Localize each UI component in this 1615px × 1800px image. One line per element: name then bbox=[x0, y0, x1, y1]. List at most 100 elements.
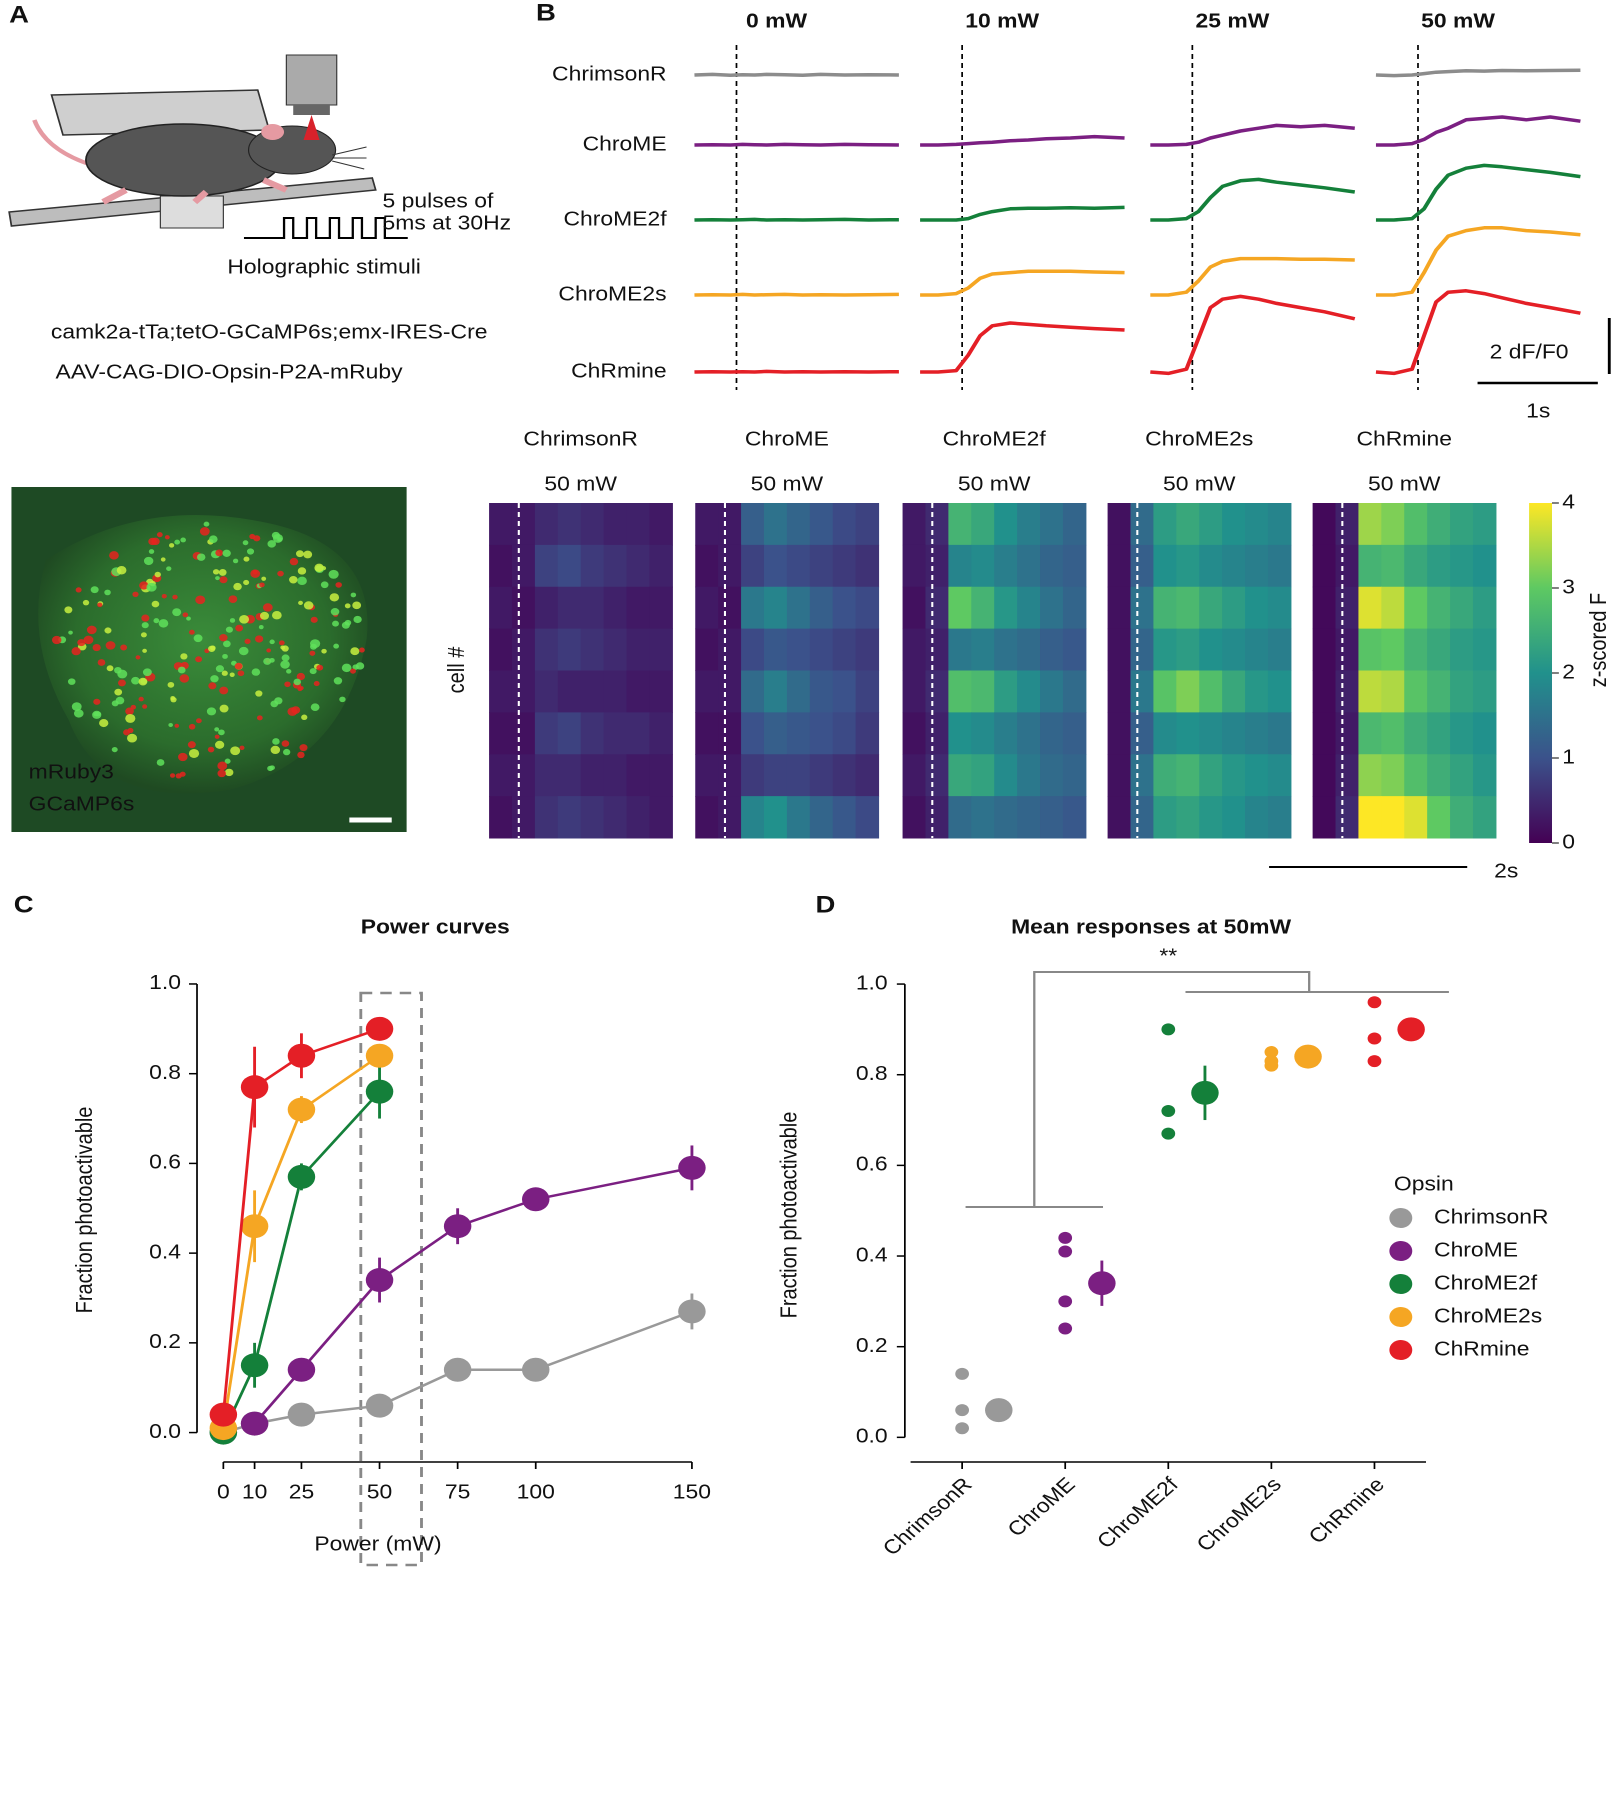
marker bbox=[240, 1353, 269, 1378]
heatmap-cell bbox=[1312, 796, 1337, 839]
cell-dot bbox=[86, 625, 97, 635]
heatmap-cell bbox=[1381, 754, 1405, 797]
cell-dot bbox=[215, 740, 225, 749]
microscopy-image bbox=[11, 487, 407, 832]
cell-dot bbox=[310, 639, 321, 649]
heatmap-cell bbox=[994, 670, 1018, 713]
heatmap-cell bbox=[1017, 754, 1041, 797]
heatmap-cell bbox=[971, 628, 995, 671]
heatmap-cell bbox=[763, 503, 788, 546]
heatmap-cell bbox=[1245, 754, 1269, 797]
cell-dot bbox=[82, 599, 90, 606]
cell-dot bbox=[212, 569, 220, 575]
cell-dot bbox=[297, 576, 307, 586]
cell-dot bbox=[238, 646, 249, 656]
cell-dot bbox=[188, 748, 200, 758]
mean-marker bbox=[1397, 1017, 1425, 1042]
cell-dot bbox=[256, 715, 263, 721]
cell-dot bbox=[281, 740, 290, 747]
cell-dot bbox=[224, 758, 231, 764]
cell-dot bbox=[67, 678, 76, 685]
heatmap-cell bbox=[649, 754, 673, 797]
x-tick-label: ChrimsonR bbox=[878, 1473, 977, 1560]
heatmap-cell bbox=[489, 796, 513, 839]
cell-dot bbox=[329, 593, 340, 602]
cell-dot bbox=[148, 549, 155, 554]
heatmap-cell bbox=[994, 712, 1018, 755]
heatmap-title: ChrimsonR bbox=[523, 428, 638, 450]
heatmap-cell bbox=[649, 796, 673, 839]
cell-dot bbox=[195, 656, 203, 663]
heatmap-cell bbox=[741, 586, 765, 630]
heatmap-cell bbox=[1335, 670, 1360, 713]
cell-dot bbox=[262, 603, 273, 612]
heatmap-title: ChroME2f bbox=[943, 428, 1046, 450]
heatmap-cell bbox=[1040, 670, 1064, 713]
heatmap-cell bbox=[557, 628, 582, 671]
cell-dot bbox=[71, 647, 81, 656]
heatmap-cell bbox=[1222, 503, 1246, 546]
legend-marker bbox=[1389, 1274, 1413, 1294]
x-tick-label: 25 bbox=[289, 1481, 315, 1503]
heatmap-cell bbox=[1312, 754, 1337, 797]
cell-dot bbox=[207, 746, 215, 753]
x-tick-label: 10 bbox=[242, 1481, 268, 1503]
heatmap-cell bbox=[902, 754, 927, 797]
heatmap-title: ChRmine bbox=[1357, 428, 1452, 450]
cell-dot bbox=[141, 614, 150, 622]
image-legend: mRuby3 bbox=[29, 761, 114, 783]
cell-dot bbox=[339, 696, 346, 703]
heatmap-cell bbox=[1176, 796, 1200, 839]
heatmap-cell bbox=[1404, 503, 1428, 546]
point bbox=[1367, 1055, 1382, 1068]
pulse-text: 5ms at 30Hz bbox=[383, 212, 512, 234]
heatmap-cell bbox=[1427, 670, 1451, 713]
cell-dot bbox=[344, 603, 351, 609]
heatmap-cell bbox=[1381, 712, 1405, 755]
column-title: 10 mW bbox=[965, 10, 1040, 32]
column-title: 50 mW bbox=[1421, 10, 1496, 32]
point bbox=[1058, 1231, 1073, 1244]
heatmap-cell bbox=[1245, 796, 1269, 839]
heatmap-cell bbox=[695, 712, 719, 755]
heatmap-cell bbox=[511, 712, 536, 755]
heatmap-cell bbox=[786, 628, 811, 671]
heatmap-cell bbox=[1199, 796, 1223, 839]
cell-dot bbox=[272, 610, 282, 620]
heatmap-cell bbox=[786, 586, 811, 630]
heatmap-cell bbox=[741, 503, 765, 546]
cell-dot bbox=[114, 688, 123, 696]
significance-bracket bbox=[965, 971, 1449, 1208]
cell-dot bbox=[174, 539, 181, 545]
pulse-text: 5 pulses of bbox=[383, 190, 494, 212]
cell-dot bbox=[350, 647, 360, 656]
trace bbox=[694, 142, 899, 147]
heatmap-cell bbox=[1199, 503, 1223, 546]
cell-dot bbox=[219, 634, 228, 642]
heatmap-cell bbox=[1222, 544, 1246, 588]
heatmap-cell bbox=[1358, 628, 1382, 671]
heatmap-cell bbox=[1107, 544, 1132, 588]
heatmap-cell bbox=[925, 544, 949, 588]
y-axis-label: Fraction photoactivable bbox=[72, 1107, 98, 1314]
heatmap-cell bbox=[1312, 503, 1337, 546]
heatmap-cell bbox=[489, 754, 513, 797]
heatmap-cell bbox=[1450, 754, 1474, 797]
cell-dot bbox=[303, 601, 314, 610]
heatmap-cell bbox=[580, 712, 605, 755]
cell-dot bbox=[289, 576, 298, 584]
heatmap-cell bbox=[695, 503, 719, 546]
heatmap-cell bbox=[809, 628, 834, 671]
cell-dot bbox=[167, 681, 175, 688]
heatmap-cell bbox=[971, 670, 995, 713]
cell-dot bbox=[111, 746, 118, 753]
cell-dot bbox=[309, 650, 316, 656]
heatmap-cell bbox=[786, 754, 811, 797]
cell-dot bbox=[90, 586, 99, 594]
heatmap-cell bbox=[1107, 586, 1132, 630]
image-legend: GCaMP6s bbox=[29, 793, 135, 815]
heatmap-cell bbox=[695, 754, 719, 797]
heatmap-cell bbox=[511, 503, 536, 546]
heatmap-cell bbox=[1153, 796, 1177, 839]
heatmap-cell bbox=[832, 628, 857, 671]
